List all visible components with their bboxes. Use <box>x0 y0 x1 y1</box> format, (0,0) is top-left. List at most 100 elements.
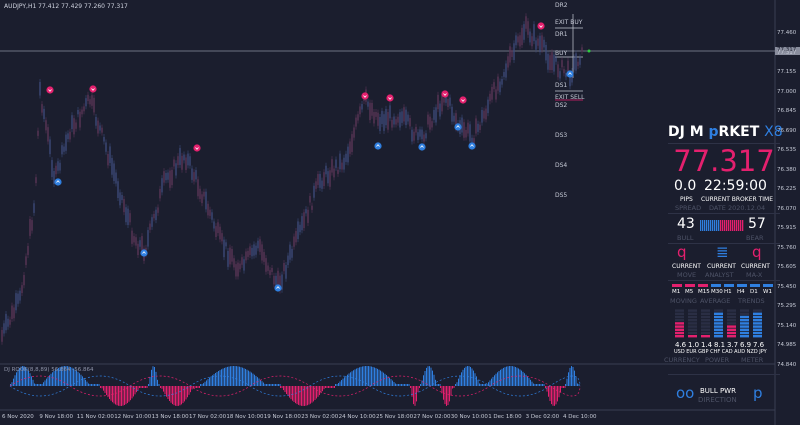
candle <box>217 222 219 234</box>
oscillator-bar <box>88 383 89 386</box>
candle <box>131 230 133 244</box>
buy-signal-icon[interactable] <box>54 178 62 186</box>
currency-meter-segment <box>727 309 736 312</box>
oscillator-bar <box>500 369 501 386</box>
oscillator-bar <box>204 381 206 386</box>
candle <box>403 107 405 122</box>
oscillator-bar <box>465 366 467 386</box>
oscillator-bar <box>26 368 28 386</box>
sell-signal-icon[interactable] <box>361 92 369 100</box>
oscillator-bar <box>115 386 116 405</box>
currency-meter-segment <box>753 322 762 325</box>
candle <box>51 160 53 178</box>
candle <box>167 172 169 180</box>
sell-signal-icon[interactable] <box>386 94 394 102</box>
candle <box>501 78 503 85</box>
divider <box>668 213 780 214</box>
oscillator-bar <box>98 384 100 386</box>
oscillator-bar <box>47 376 49 386</box>
oscillator-bar <box>281 386 283 389</box>
oscillator-bar <box>316 386 317 399</box>
ma-trend-bar <box>737 284 747 287</box>
candle <box>79 111 81 128</box>
buy-signal-icon[interactable] <box>468 142 476 150</box>
currency-meter-segment <box>727 325 736 328</box>
oscillator-bar <box>10 384 11 386</box>
time-tick: 24 Nov 10:00 <box>338 414 376 420</box>
level-ds1: DS1 <box>555 82 568 89</box>
level-ds5: DS5 <box>555 192 568 199</box>
candle <box>263 252 265 262</box>
oscillator-bar <box>419 386 420 388</box>
oscillator-bar <box>331 386 332 388</box>
candle <box>461 117 463 133</box>
oscillator-bar <box>307 386 308 406</box>
price-tick: 74.985 <box>777 342 797 348</box>
oscillator-bar <box>329 386 331 388</box>
oscillator-bar <box>491 378 492 386</box>
buy-signal-icon[interactable] <box>418 143 426 151</box>
oscillator-bar <box>233 366 234 386</box>
oscillator-bar <box>55 369 56 386</box>
candle <box>471 137 473 143</box>
candle <box>123 199 125 213</box>
currency-value: 1.4 <box>701 341 713 349</box>
oscillator-bar <box>34 383 35 386</box>
oscillator-bar <box>427 366 429 386</box>
currency-meter-segment <box>740 315 749 319</box>
buy-signal-icon[interactable] <box>374 142 382 150</box>
oscillator-bar <box>283 386 284 391</box>
bull-bear-bar <box>736 220 738 231</box>
oscillator-bar <box>95 384 97 386</box>
buy-signal-icon[interactable] <box>140 249 148 257</box>
candle <box>451 106 453 122</box>
oscillator-bar <box>341 380 342 386</box>
oscillator-bar <box>489 380 491 386</box>
buy-signal-icon[interactable] <box>274 284 282 292</box>
oscillator-bar <box>249 371 251 386</box>
buy-arrow-icon <box>56 180 60 183</box>
candle <box>437 94 439 110</box>
candle <box>19 290 21 301</box>
candle <box>417 132 419 140</box>
oscillator-bar <box>554 386 555 406</box>
candle <box>177 156 179 166</box>
candle <box>475 118 477 134</box>
oscillator-bar <box>296 386 298 405</box>
candle <box>63 146 65 152</box>
candle <box>149 223 151 230</box>
buy-arrow-icon <box>470 144 474 147</box>
time-tick: 1 Dec 18:00 <box>488 414 522 420</box>
spread-label: SPREAD <box>675 204 702 212</box>
sell-signal-icon[interactable] <box>459 96 467 104</box>
oscillator-bar <box>549 386 551 402</box>
candle <box>463 122 465 138</box>
candle <box>211 212 213 220</box>
candle <box>195 170 197 180</box>
sell-signal-icon[interactable] <box>537 22 545 30</box>
oscillator-bar <box>131 386 133 399</box>
oscillator-bar <box>77 371 79 386</box>
currency-meter-segment <box>714 328 723 331</box>
oscillator-bar <box>430 367 432 386</box>
candle <box>361 104 363 110</box>
oscillator-bar <box>399 384 401 386</box>
candle <box>509 46 511 63</box>
oscillator-bar <box>221 369 222 386</box>
oscillator-bar <box>386 375 387 386</box>
buy-signal-icon[interactable] <box>566 70 574 78</box>
buy-signal-icon[interactable] <box>454 123 462 131</box>
oscillator-bar <box>44 380 46 386</box>
currency-meter-segment <box>688 328 697 331</box>
sell-signal-icon[interactable] <box>46 86 54 94</box>
candle <box>517 36 519 43</box>
sell-signal-icon[interactable] <box>89 85 97 93</box>
oscillator-bar <box>326 386 328 388</box>
sell-signal-icon[interactable] <box>193 144 201 152</box>
sell-signal-icon[interactable] <box>441 90 449 98</box>
candle <box>15 293 17 311</box>
candle <box>449 97 451 106</box>
oscillator-bar <box>182 386 184 404</box>
oscillator-bar <box>389 377 390 386</box>
